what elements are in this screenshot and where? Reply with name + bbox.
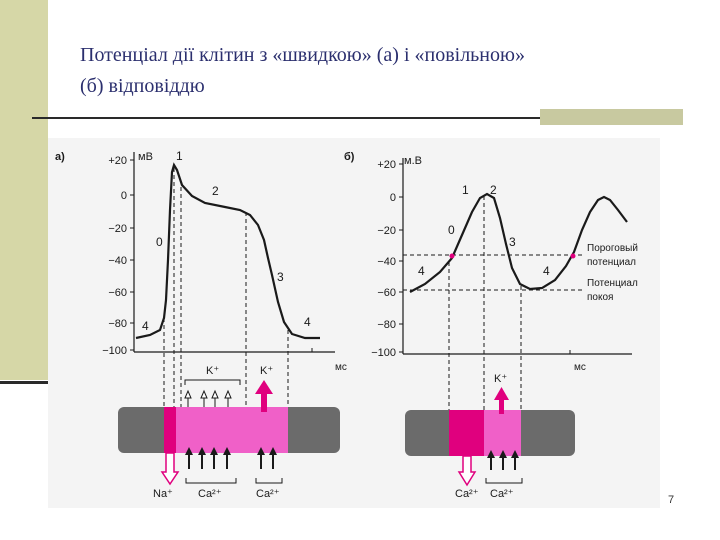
panel-a-k-bracket	[184, 379, 241, 385]
panel-a-y-ticks: +20 0 −20 −40 −60 −80 −100	[102, 155, 134, 357]
page-number: 7	[668, 494, 675, 506]
panel-b-ca-bracket	[485, 478, 523, 484]
panel-a-time-unit: мс	[335, 362, 347, 373]
panel-b-threshold-label-1: Пороговый	[587, 243, 638, 254]
panel-a-action-potential-curve	[135, 162, 320, 340]
panel-b-time-unit: мс	[574, 362, 586, 373]
panel-b-k-out-arrow	[494, 387, 509, 414]
panel-a-ca-bracket-1	[185, 478, 237, 484]
panel-a-tick: −80	[108, 318, 127, 330]
panel-b-rest-label-1: Потенциал	[587, 278, 638, 289]
panel-a-tick: −40	[108, 255, 127, 267]
panel-a-phase-4-right: 4	[304, 315, 311, 329]
slide-title: Потенціал дії клітин з «швидкою» (а) і «…	[80, 40, 700, 102]
panel-b-action-potential-curve	[409, 192, 628, 293]
panel-a-k-efflux-arrows	[184, 389, 232, 407]
panel-b-ca-label-1: Ca²⁺	[455, 488, 479, 500]
panel-a-tick: −20	[108, 223, 127, 235]
panel-b-tick: 0	[390, 192, 396, 204]
title-underline	[32, 117, 542, 119]
panel-b-phase-4-right: 4	[543, 264, 550, 278]
title-decoration	[540, 109, 683, 125]
title-line-2: (б) відповіддю	[80, 75, 205, 97]
panel-b-ca-influx-arrow	[457, 455, 477, 487]
panel-a-na-label: Na⁺	[153, 488, 173, 500]
panel-a-ca-label-2: Ca²⁺	[256, 488, 280, 500]
panel-b-ca-zone	[449, 410, 484, 456]
panel-a-tick: −60	[108, 287, 127, 299]
panel-a-ca-label-1: Ca²⁺	[198, 488, 222, 500]
title-line-1: Потенціал дії клітин з «швидкою» (а) і «…	[80, 44, 525, 66]
panel-b-phase-0: 0	[448, 223, 455, 237]
panel-a-phase-0: 0	[156, 235, 163, 249]
panel-a-ca-bracket-2	[255, 478, 283, 484]
panel-a: а) мВ +20 0 −20 −40 −60 −80 −100 мс 0 1	[55, 149, 347, 500]
panel-a-tick: 0	[121, 190, 127, 202]
panel-b-phase-4-left: 4	[418, 264, 425, 278]
panel-b-unit: м.В	[404, 155, 422, 167]
panel-a-k-out-arrow	[255, 380, 273, 412]
panel-b-tick: −100	[371, 347, 396, 359]
panel-a-label: а)	[55, 151, 65, 163]
panel-a-unit: мВ	[138, 151, 153, 163]
sidebar-rule	[0, 381, 48, 384]
panel-b-rest-label-2: покоя	[587, 292, 613, 303]
panel-a-tick: +20	[108, 155, 127, 167]
panel-a-phase-1: 1	[176, 149, 183, 163]
panel-a-tick: −100	[102, 345, 127, 357]
panel-b-threshold-label-2: потенциал	[587, 257, 636, 268]
panel-b-y-ticks: +20 0 −20 −40 −60 −80 −100	[371, 159, 403, 359]
panel-b-tick: +20	[377, 159, 396, 171]
panel-a-k-out-label: K⁺	[260, 365, 273, 377]
panel-a-k-label: K⁺	[206, 365, 219, 377]
panel-b-tick: −20	[377, 225, 396, 237]
panel-b-threshold-marker	[449, 253, 455, 259]
panel-a-na-zone	[164, 407, 176, 453]
panel-b-tick: −80	[377, 319, 396, 331]
panel-a-phase-4-left: 4	[142, 319, 149, 333]
panel-b-label: б)	[344, 151, 355, 163]
panel-b: б) м.В +20 0 −20 −40 −60 −80 −100 мс	[344, 151, 638, 500]
panel-b-ca-influx-arrows	[487, 450, 519, 470]
panel-b-phase-2: 2	[490, 183, 497, 197]
panel-a-phase-3: 3	[277, 270, 284, 284]
panel-a-phase-2: 2	[212, 184, 219, 198]
panel-b-phase-1: 1	[462, 183, 469, 197]
panel-b-threshold-marker	[570, 253, 576, 259]
panel-a-na-influx-arrow	[160, 452, 180, 486]
sidebar-accent	[0, 0, 48, 380]
panel-a-channel-zone	[164, 407, 288, 453]
panel-b-k-label: K⁺	[494, 373, 507, 385]
panel-b-phase-3: 3	[509, 235, 516, 249]
panel-b-ca-label-2: Ca²⁺	[490, 488, 514, 500]
panel-b-tick: −60	[377, 287, 396, 299]
panel-a-ca-influx-arrows	[185, 447, 277, 469]
panel-b-tick: −40	[377, 256, 396, 268]
